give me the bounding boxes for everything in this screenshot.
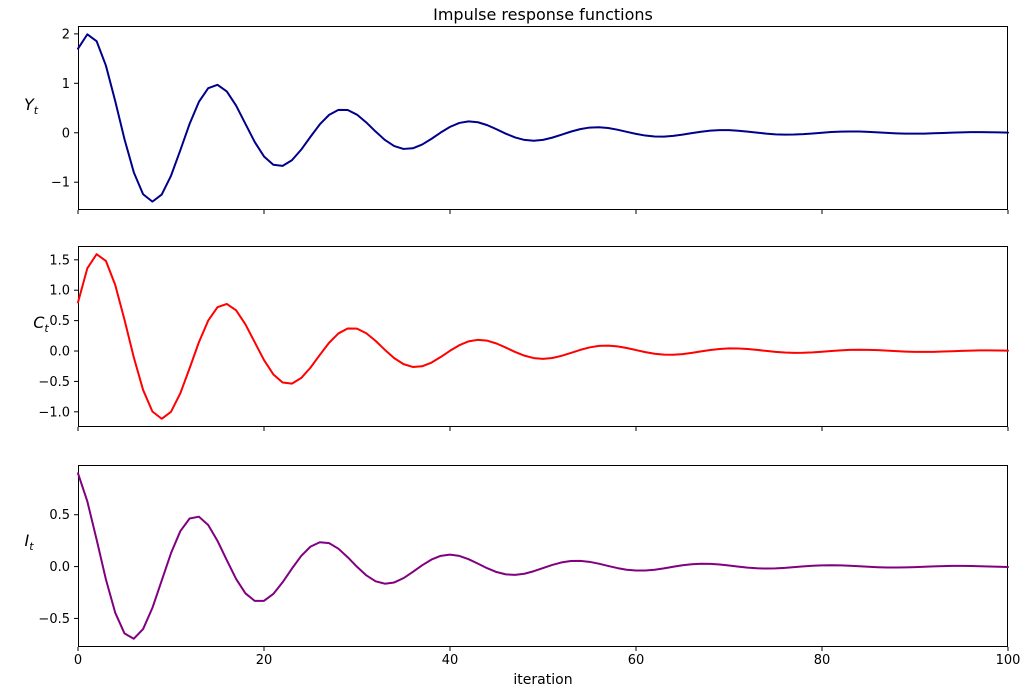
y-tick-label: 0.0	[49, 345, 70, 360]
y-axis-label-Ct: Ct	[33, 313, 49, 335]
axes-frame-Y_t	[78, 26, 1008, 210]
y-tick-label: 0.5	[49, 508, 70, 523]
y-axis-label-It-base: I	[24, 530, 30, 550]
y-tick-label: −1.0	[38, 405, 70, 420]
x-tick-label: 0	[74, 653, 82, 668]
y-tick-label: 1	[62, 77, 70, 92]
y-axis-label-Yt-base: Y	[23, 94, 34, 114]
x-tick-label: 80	[814, 653, 831, 668]
chart-title: Impulse response functions	[433, 5, 653, 24]
line-series-Y_t	[77, 33, 1009, 203]
y-axis-label-It-sub: t	[29, 540, 34, 554]
axes-frame-I_t	[78, 465, 1008, 647]
y-axis-label-Ct-sub: t	[44, 322, 49, 336]
x-tick-label: 20	[256, 653, 273, 668]
y-tick-label: 0	[62, 126, 70, 141]
y-axis-label-It: It	[24, 531, 33, 553]
y-tick-label: 1.5	[49, 253, 70, 268]
y-tick-label: 0.5	[49, 314, 70, 329]
x-tick-label: 40	[442, 653, 459, 668]
y-tick-label: −0.5	[38, 612, 70, 627]
y-tick-label: −1	[51, 176, 70, 191]
y-tick-label: 2	[62, 27, 70, 42]
x-tick-label: 100	[996, 653, 1021, 668]
y-tick-label: 1.0	[49, 284, 70, 299]
axes-frame-C_t	[78, 246, 1008, 427]
y-axis-label-Yt: Yt	[24, 95, 38, 117]
y-tick-label: −0.5	[38, 375, 70, 390]
y-axis-label-Ct-base: C	[33, 312, 45, 332]
x-axis-label: iteration	[513, 672, 573, 688]
line-series-I_t	[77, 472, 1009, 640]
y-axis-label-Yt-sub: t	[33, 104, 39, 118]
line-series-C_t	[77, 253, 1009, 420]
y-tick-label: 0.0	[49, 560, 70, 575]
x-tick-label: 60	[628, 653, 645, 668]
